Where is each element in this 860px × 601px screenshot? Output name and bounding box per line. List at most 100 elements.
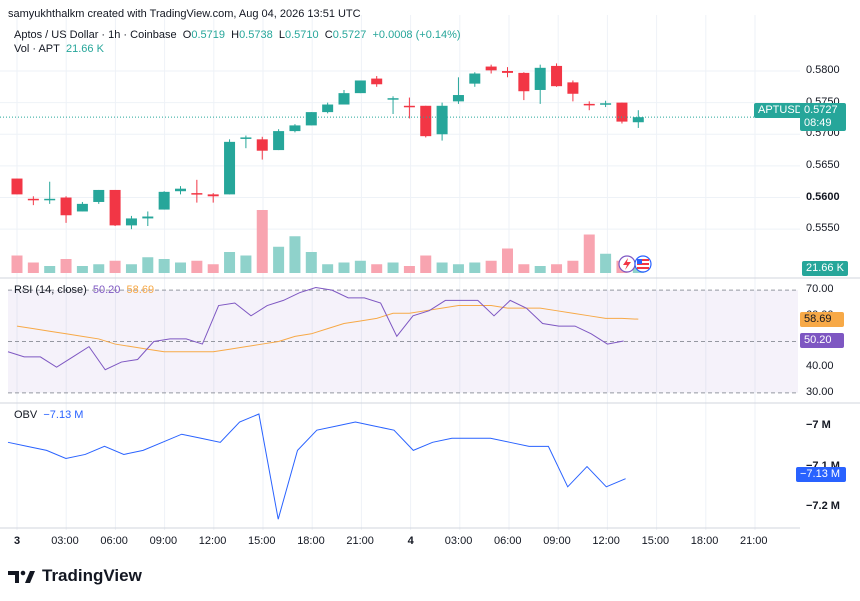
candle: [436, 102, 448, 141]
candle: [76, 201, 88, 212]
time-tick: 15:00: [641, 535, 670, 547]
candle: [175, 186, 186, 195]
volume-bar: [27, 262, 39, 273]
volume-bar: [322, 264, 334, 273]
volume-bar: [600, 253, 612, 273]
candle: [322, 102, 334, 114]
volume-bar: [60, 259, 72, 273]
rsi-ma-line: [16, 305, 639, 353]
candle: [567, 80, 579, 102]
rsi-tag: 50.20: [800, 333, 844, 348]
volume-bar: [273, 246, 285, 273]
tradingview-logo-icon: [8, 570, 35, 583]
volume-value: 21.66 K: [65, 43, 104, 55]
time-tick: 12:00: [198, 535, 227, 547]
candle: [93, 189, 105, 204]
time-tick: 15:00: [248, 535, 276, 547]
event-icons[interactable]: [618, 255, 652, 273]
volume-bar: [93, 264, 105, 273]
volume-bar: [44, 266, 56, 273]
volume-bar: [354, 260, 366, 273]
candlesticks: [11, 63, 644, 230]
volume-bar: [485, 260, 497, 273]
obv-tick: −7.2 M: [806, 500, 840, 513]
candle: [502, 67, 513, 78]
open-value: 0.5719: [191, 29, 225, 41]
time-tick: 4: [407, 535, 414, 547]
volume-bar: [420, 255, 432, 273]
credit-text: samyukhthalkm created with TradingView.c…: [8, 8, 361, 20]
volume-bar: [452, 264, 464, 273]
candle: [142, 211, 154, 227]
candle: [109, 189, 121, 227]
legend-volume[interactable]: Vol · APT 21.66 K: [14, 43, 104, 55]
rsi-tick: 70.00: [806, 283, 834, 296]
candle: [551, 63, 563, 87]
candle: [27, 196, 39, 206]
obv-value: −7.13 M: [43, 409, 84, 421]
symbol-name[interactable]: Aptos / US Dollar · 1h · Coinbase: [14, 29, 177, 41]
candle: [534, 64, 546, 104]
time-tick: 12:00: [592, 535, 620, 547]
candle: [158, 191, 170, 210]
price-tick: 0.5650: [806, 158, 840, 171]
countdown-tag: 08:49: [804, 117, 832, 129]
obv-line: [7, 413, 626, 520]
time-tick: 21:00: [740, 535, 768, 547]
volume-bar: [534, 266, 546, 273]
high-value: 0.5738: [239, 29, 273, 41]
price-tick: 0.5800: [806, 63, 840, 76]
rsi-tick: 40.00: [806, 360, 834, 373]
candle: [60, 196, 72, 223]
volume-bar: [338, 262, 350, 273]
volume-bar: [518, 264, 530, 273]
rsi-value: 50.20: [92, 284, 121, 296]
candle: [371, 76, 383, 87]
time-tick: 18:00: [297, 535, 325, 547]
time-tick: 18:00: [690, 535, 719, 547]
volume-bar: [142, 257, 154, 273]
volume-bar: [387, 262, 399, 273]
rsi-lines: [7, 287, 639, 371]
rsi-legend[interactable]: RSI (14, close) 50.20 58.69: [14, 284, 155, 296]
volume-bar: [551, 264, 563, 273]
candle: [583, 101, 595, 111]
volume-bar: [125, 264, 137, 273]
volume-bars: [11, 210, 644, 273]
volume-bar: [403, 266, 415, 273]
obv-tag: −7.13 M: [796, 467, 846, 482]
volume-bar: [305, 252, 317, 273]
obv-legend[interactable]: OBV −7.13 M: [14, 409, 84, 421]
volume-bar: [76, 266, 88, 273]
tradingview-logo[interactable]: TradingView: [8, 566, 142, 586]
candle: [354, 80, 366, 94]
rsi-ma-value: 58.69: [126, 284, 155, 296]
candle: [420, 105, 432, 138]
time-tick: 21:00: [346, 535, 374, 547]
volume-bar: [502, 248, 513, 273]
candle: [403, 97, 415, 119]
volume-tag: 21.66 K: [802, 261, 848, 276]
candle: [616, 102, 628, 124]
candle: [518, 72, 530, 101]
volume-bar: [109, 260, 121, 273]
candle: [240, 135, 252, 149]
volume-bar: [207, 264, 219, 273]
candle: [600, 100, 612, 108]
volume-bar: [436, 262, 448, 273]
close-value: 0.5727: [332, 29, 367, 41]
legend-ohlc: Aptos / US Dollar · 1h · Coinbase O0.571…: [14, 29, 461, 41]
rsi-band: [8, 289, 798, 394]
candle: [452, 77, 464, 104]
volume-bar: [583, 234, 595, 273]
candle: [632, 110, 644, 128]
candle: [125, 215, 137, 230]
change-value: +0.0008 (+0.14%): [372, 29, 461, 41]
candle: [485, 64, 497, 74]
symbol-tag: APTUSD: [754, 103, 807, 118]
time-tick: 03:00: [444, 535, 473, 547]
price-tick: 0.5550: [806, 222, 840, 235]
candle: [191, 179, 203, 203]
obv-line: [7, 413, 626, 520]
